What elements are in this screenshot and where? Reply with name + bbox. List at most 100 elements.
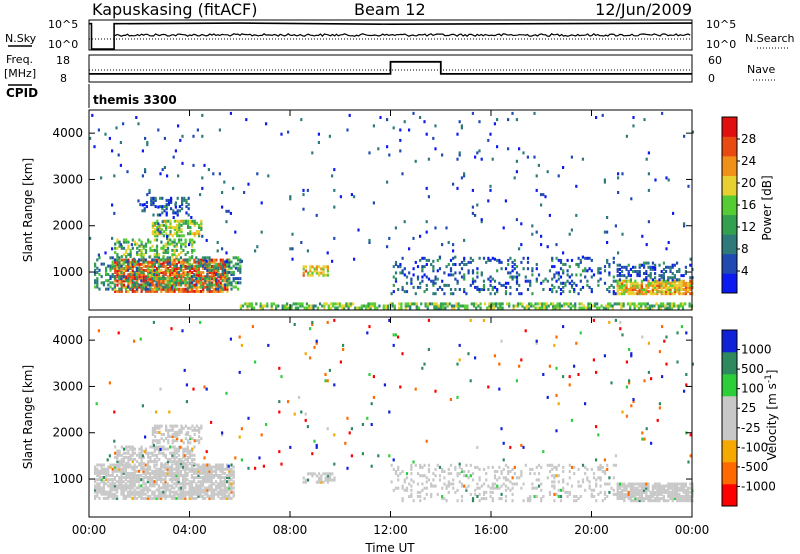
power-cell (606, 241, 609, 244)
power-cell (155, 258, 159, 262)
vel-cell (111, 469, 114, 473)
vel-cell (361, 423, 364, 426)
vel-cell (96, 484, 99, 488)
power-cell (438, 285, 442, 289)
power-cell (560, 304, 564, 308)
vel-cell (156, 439, 159, 443)
power-cell (180, 242, 183, 246)
vel-cell (133, 339, 136, 343)
power-cell (155, 255, 159, 259)
power-cell (208, 275, 211, 279)
vel-cell (155, 460, 159, 464)
vel-cell (449, 482, 453, 486)
power-cell (521, 304, 524, 308)
vel-cell (111, 463, 114, 467)
vel-cell (441, 486, 444, 490)
vel-cell (188, 484, 191, 488)
power-cell (589, 306, 592, 310)
vel-cell (647, 370, 650, 374)
vel-cell (658, 499, 661, 503)
vel-cell (188, 490, 191, 494)
vel-cell (131, 478, 134, 482)
power-cell (397, 265, 400, 269)
power-cell (97, 128, 100, 132)
power-cell (527, 304, 531, 308)
vel-cell (318, 480, 321, 484)
vel-cell (410, 465, 413, 469)
vel-cell (654, 484, 657, 488)
power-cell (307, 271, 310, 275)
vel-cell (206, 490, 209, 494)
vel-cell (687, 497, 690, 501)
power-cell (327, 304, 330, 308)
vel-cell (182, 484, 185, 488)
vel-cell (423, 463, 426, 467)
power-cell (681, 304, 685, 308)
power-cell (151, 230, 154, 234)
vel-cell (131, 451, 134, 455)
power-cell (207, 168, 210, 172)
vel-cell (226, 490, 229, 494)
power-cell (632, 265, 635, 269)
vel-cell (164, 480, 167, 484)
vel-cell (120, 486, 123, 490)
vel-cell (302, 480, 305, 484)
vel-cell (238, 335, 241, 339)
power-cell (184, 260, 187, 264)
power-cell (379, 116, 382, 119)
power-cell (125, 251, 128, 254)
power-cell (156, 219, 159, 223)
power-cell (633, 304, 636, 308)
vel-cell (215, 471, 218, 475)
power-cell (187, 196, 190, 200)
power-cell (154, 228, 157, 232)
vel-cell (151, 478, 154, 482)
power-cell (151, 287, 154, 291)
power-cell (210, 267, 214, 270)
power-cell (184, 240, 187, 244)
vel-cell (127, 460, 130, 464)
power-ytick-label: 4000 (52, 126, 83, 140)
power-cell (142, 279, 145, 283)
power-cell (198, 234, 201, 238)
vel-cell (208, 474, 211, 477)
power-cell (676, 288, 679, 291)
vel-cell (219, 480, 222, 484)
vel-cell (191, 437, 194, 441)
vel-cell (219, 496, 222, 500)
vel-cell (520, 486, 523, 490)
power-cell (487, 258, 490, 262)
vel-cell (197, 474, 200, 477)
vel-cell (687, 486, 690, 490)
power-cell (127, 268, 130, 272)
vel-cell (195, 428, 198, 432)
power-cell (419, 258, 422, 262)
vel-cell (625, 385, 628, 389)
power-cell (671, 265, 674, 269)
power-cell (603, 180, 606, 184)
power-cell (286, 304, 289, 308)
vel-cell (129, 484, 132, 488)
power-cell (656, 285, 659, 289)
vel-cell (412, 480, 415, 484)
power-cell (137, 199, 140, 203)
power-cell (476, 267, 479, 271)
vel-cell (177, 462, 181, 466)
vel-cell (616, 484, 619, 488)
power-cell (239, 268, 242, 272)
power-cell (115, 126, 118, 130)
power-cell (526, 155, 529, 159)
power-cell (152, 196, 155, 200)
power-cell (158, 258, 161, 262)
power-cell (458, 120, 461, 124)
power-cell (193, 269, 196, 272)
power-cell (623, 279, 626, 283)
power-cell (179, 266, 182, 270)
power-cell (669, 270, 672, 273)
vel-cell (210, 494, 213, 498)
power-cell (195, 289, 198, 293)
vel-cell (176, 439, 179, 443)
power-cell (166, 275, 170, 279)
power-cell (224, 262, 227, 266)
power-cell (427, 258, 431, 262)
